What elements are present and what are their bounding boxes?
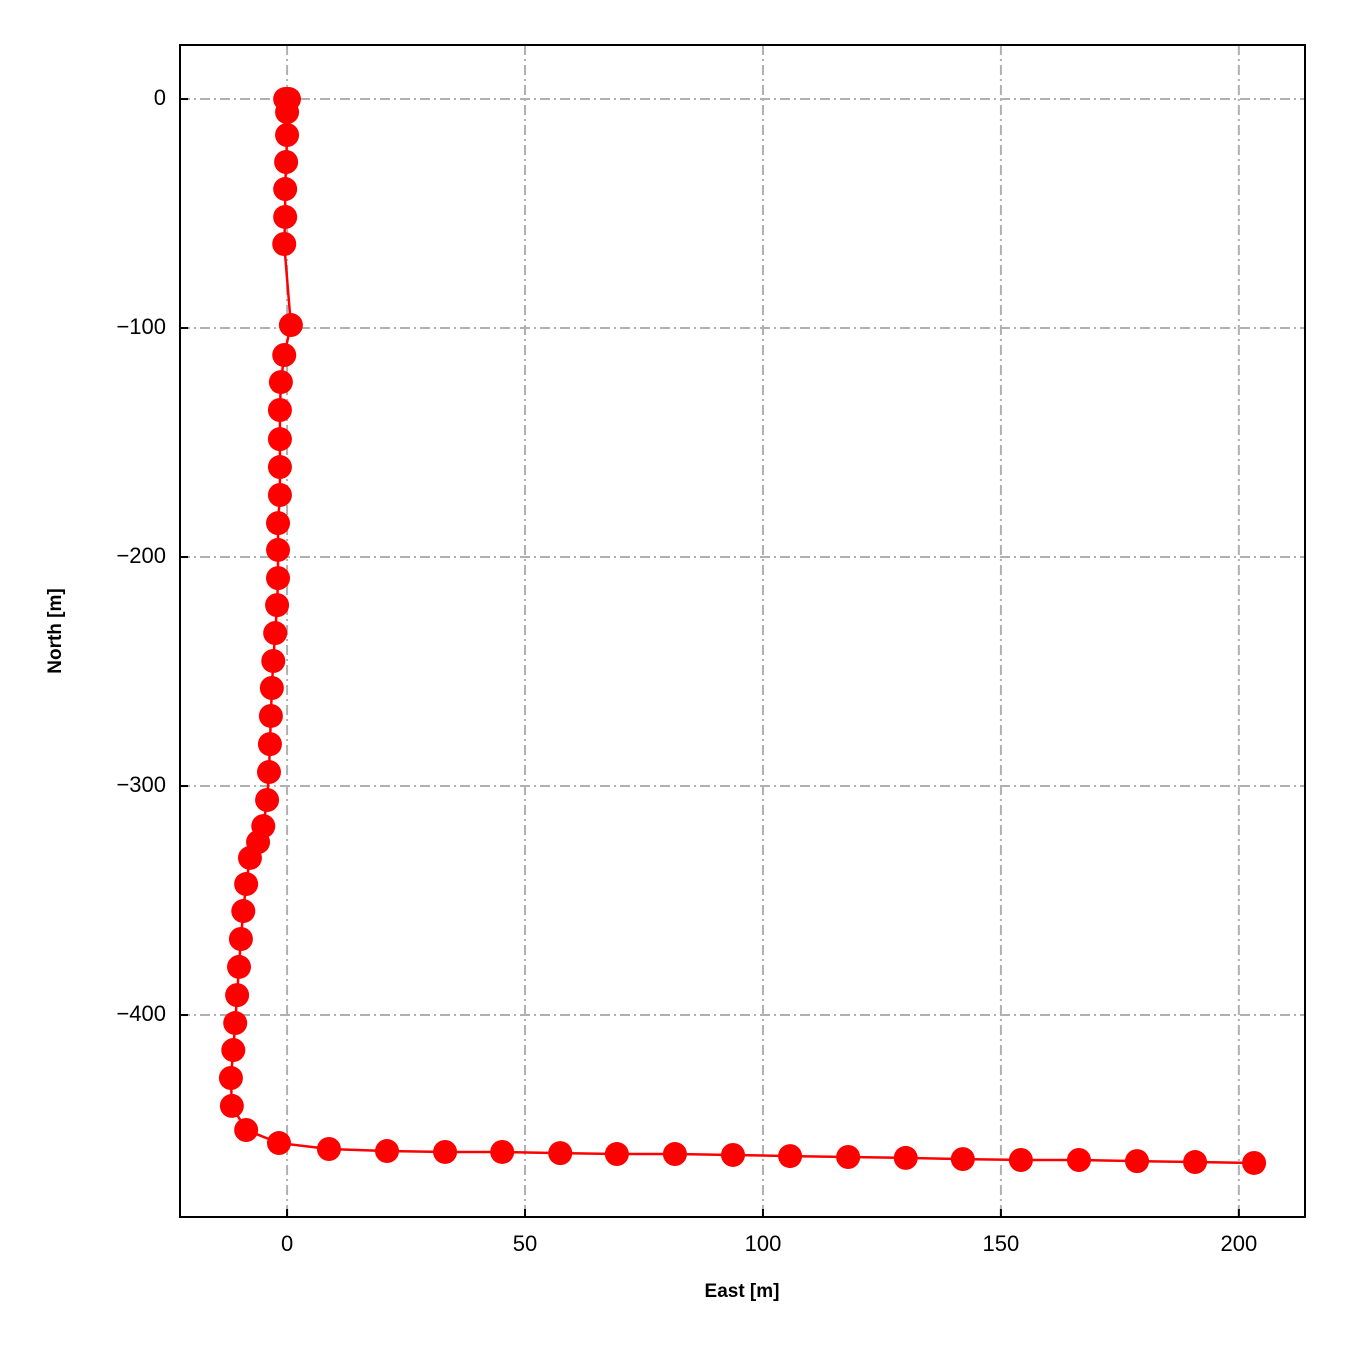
y-tick-label: −400: [116, 1001, 166, 1026]
data-point: [274, 150, 299, 175]
data-point: [267, 455, 292, 480]
x-axis-label: East [m]: [705, 1281, 780, 1302]
data-point: [267, 482, 292, 507]
data-point: [234, 872, 259, 897]
plot-frame: [179, 44, 1306, 1218]
data-point: [433, 1139, 458, 1164]
y-tick-label: −200: [116, 543, 166, 568]
data-point: [662, 1142, 687, 1167]
data-point: [266, 537, 291, 562]
data-point: [604, 1142, 629, 1167]
data-point: [778, 1144, 803, 1169]
y-tick-label: −100: [116, 314, 166, 339]
data-point: [266, 1131, 291, 1156]
data-point: [257, 732, 282, 757]
data-point: [234, 1117, 259, 1142]
data-point: [275, 122, 300, 147]
data-point: [1242, 1150, 1267, 1175]
x-tick-label: 150: [983, 1231, 1020, 1256]
data-point: [273, 204, 298, 229]
data-point: [950, 1147, 975, 1172]
data-point: [548, 1141, 573, 1166]
x-tick-label: 200: [1220, 1231, 1257, 1256]
data-point: [893, 1145, 918, 1170]
data-point: [268, 370, 293, 395]
data-point: [221, 1038, 246, 1063]
data-point: [261, 648, 286, 673]
data-point: [256, 760, 281, 785]
data-point: [259, 676, 284, 701]
data-point: [218, 1065, 243, 1090]
data-point: [266, 566, 291, 591]
data-line: [229, 97, 1255, 1165]
data-point: [375, 1139, 400, 1164]
data-point: [720, 1142, 745, 1167]
y-tick-label: 0: [154, 85, 166, 110]
data-point: [490, 1139, 515, 1164]
data-point: [1183, 1150, 1208, 1175]
data-point: [272, 343, 297, 368]
data-point: [225, 983, 250, 1008]
data-point: [275, 100, 300, 125]
data-point: [273, 177, 298, 202]
data-point: [237, 845, 262, 870]
data-point: [227, 954, 252, 979]
data-point: [258, 703, 283, 728]
data-point: [231, 899, 256, 924]
data-point: [272, 231, 297, 256]
data-point: [266, 511, 291, 536]
data-point: [263, 621, 288, 646]
x-tick-label: 100: [745, 1231, 782, 1256]
data-point: [267, 427, 292, 452]
data-point: [219, 1093, 244, 1118]
x-tick-label: 50: [513, 1231, 537, 1256]
y-axis-label: North [m]: [45, 588, 66, 673]
data-point: [278, 313, 303, 338]
data-point: [267, 398, 292, 423]
y-tick-label: −300: [116, 772, 166, 797]
data-point: [316, 1136, 341, 1161]
x-tick-label: 0: [281, 1231, 293, 1256]
data-point: [228, 926, 253, 951]
data-point: [1066, 1147, 1091, 1172]
data-point: [1125, 1149, 1150, 1174]
data-point: [1008, 1147, 1033, 1172]
data-point: [836, 1145, 861, 1170]
data-point: [255, 787, 280, 812]
data-point: [223, 1011, 248, 1036]
data-point: [265, 593, 290, 618]
